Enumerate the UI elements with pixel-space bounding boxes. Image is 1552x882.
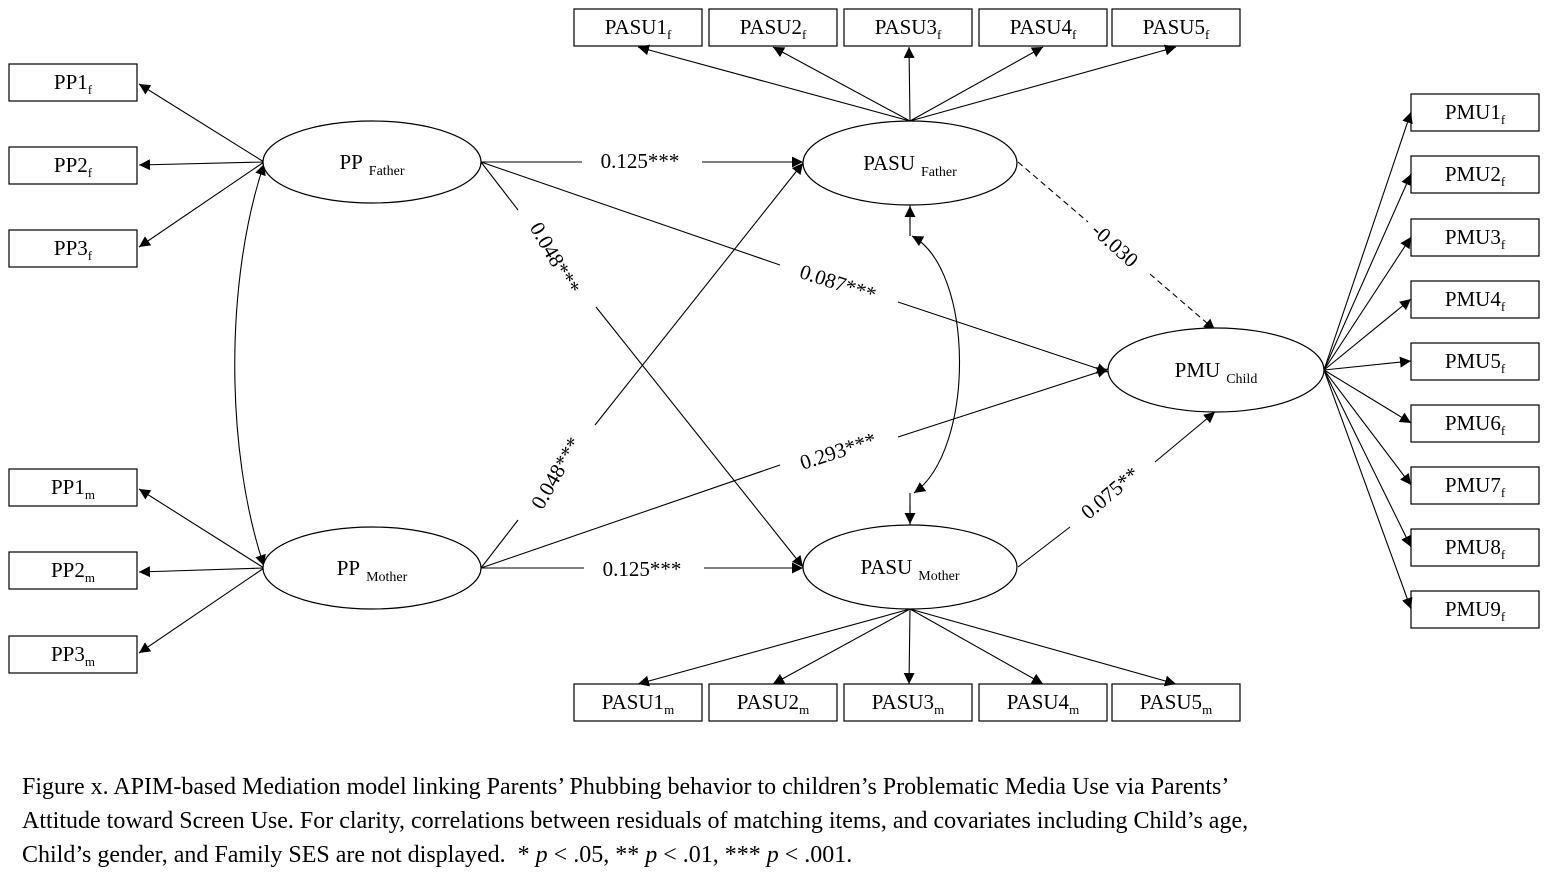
indicator-pmu7-f: PMU7f (1410, 466, 1540, 505)
indicator-pasu4-f: PASU4f (978, 8, 1108, 47)
svg-text:PP1m: PP1m (51, 475, 95, 502)
latent-pp-mother: PP Mother (262, 526, 482, 610)
path-pasuf-pmu (1017, 161, 1216, 331)
indicator-pmu1-f: PMU1f (1410, 93, 1540, 132)
latent-pasu-father: PASU Father (802, 120, 1018, 206)
coef-pasum-pmu: 0.075** (1076, 462, 1144, 524)
indicator-pmu3-f: PMU3f (1410, 218, 1540, 257)
indicator-pmu9-f: PMU9f (1410, 590, 1540, 629)
caption-line-2: Attitude toward Screen Use. For clarity,… (22, 808, 1249, 834)
svg-text:PMU6f: PMU6f (1445, 411, 1506, 438)
sig-note-3-p: p (766, 842, 779, 868)
indicator-pp3-f: PP3f (8, 229, 138, 268)
indicator-pasu4-m: PASU4m (978, 683, 1108, 722)
indicator-pp2-m: PP2m (8, 551, 138, 590)
path-ppm-pmu (480, 367, 1109, 569)
path-ppm-pasuf (480, 162, 804, 569)
coef-ppm-pmu: 0.293*** (797, 427, 879, 474)
loading-arrows-pmu-child (1323, 111, 1413, 610)
indicator-pasu5-m: PASU5m (1111, 683, 1241, 722)
svg-text:PP1f: PP1f (54, 70, 93, 97)
covariance-pp-father-mother (234, 163, 266, 567)
indicator-pp2-f: PP2f (8, 146, 138, 185)
path-ppf-pmu (480, 161, 1109, 374)
svg-text:PMU7f: PMU7f (1445, 473, 1506, 500)
sig-note-3-star: *** (724, 842, 767, 868)
apim-path-diagram: PP1f PP2f PP3f PP1m PP2m PP3m PASU1f PAS… (8, 8, 1540, 722)
indicator-pp1-m: PP1m (8, 468, 138, 507)
path-ppf-pasum (480, 161, 804, 568)
latent-pasu-mother: PASU Mother (802, 524, 1018, 610)
loading-arrows-pp-mother (138, 488, 265, 654)
loading-arrows-pp-father (138, 83, 265, 248)
sig-note-3-rest: < .001. (778, 842, 853, 868)
indicator-pmu2-f: PMU2f (1410, 155, 1540, 194)
sig-note-1-p: p (535, 842, 548, 868)
path-pasum-pmu (1017, 411, 1216, 568)
svg-text:PASU5f: PASU5f (1143, 15, 1210, 42)
indicator-pasu3-f: PASU3f (843, 8, 973, 47)
coef-ppf-pasum: 0.048*** (525, 218, 585, 298)
indicator-pasu1-m: PASU1m (573, 683, 703, 722)
sig-note-2-star: ** (615, 842, 646, 868)
svg-text:PP3f: PP3f (54, 236, 93, 263)
coef-ppm-pasuf: 0.048*** (526, 433, 586, 513)
svg-text:PASU1m: PASU1m (602, 690, 674, 717)
svg-text:PMU9f: PMU9f (1445, 597, 1506, 624)
loading-arrows-pasu-mother (637, 608, 1177, 687)
svg-text:PASU2f: PASU2f (740, 15, 807, 42)
coef-pasuf-pmu: -0.030 (1087, 218, 1143, 272)
indicator-pp1-f: PP1f (8, 63, 138, 102)
indicator-pasu1-f: PASU1f (573, 8, 703, 47)
coef-ppf-pmu: 0.087*** (797, 259, 879, 306)
latent-pmu-child: PMU Child (1107, 327, 1325, 413)
coef-ppf-pasuf: 0.125*** (601, 149, 680, 173)
svg-text:PASU4m: PASU4m (1007, 690, 1079, 717)
svg-text:PMU8f: PMU8f (1445, 535, 1506, 562)
latent-pp-father: PP Father (262, 120, 482, 204)
svg-text:PMU1f: PMU1f (1445, 100, 1506, 127)
svg-text:PP3m: PP3m (51, 642, 95, 669)
indicator-pp3-m: PP3m (8, 635, 138, 674)
caption-line-3: Child’s gender, and Family SES are not d… (22, 838, 1522, 872)
svg-text:PMU2f: PMU2f (1445, 162, 1506, 189)
sig-note-2-p: p (645, 842, 658, 868)
sig-note-1-star: * (517, 842, 536, 868)
indicator-pasu3-m: PASU3m (843, 683, 973, 722)
svg-text:PP2m: PP2m (51, 558, 95, 585)
indicator-pasu2-f: PASU2f (708, 8, 838, 47)
indicator-pmu5-f: PMU5f (1410, 342, 1540, 381)
svg-text:PMU5f: PMU5f (1445, 349, 1506, 376)
indicator-pmu6-f: PMU6f (1410, 404, 1540, 443)
sig-note-2-rest: < .01, (657, 842, 725, 868)
loading-arrows-pasu-father (637, 44, 1177, 122)
indicator-pasu5-f: PASU5f (1111, 8, 1241, 47)
svg-text:PASU3f: PASU3f (875, 15, 942, 42)
covariance-pasu-father-mother (911, 235, 960, 494)
svg-text:PMU4f: PMU4f (1445, 287, 1506, 314)
caption-line-3-text: Child’s gender, and Family SES are not d… (22, 842, 518, 868)
caption-line-1: Figure x. APIM-based Mediation model lin… (22, 774, 1230, 800)
indicator-pmu4-f: PMU4f (1410, 280, 1540, 319)
svg-text:PASU3m: PASU3m (872, 690, 944, 717)
svg-text:PASU2m: PASU2m (737, 690, 809, 717)
svg-text:PASU5m: PASU5m (1140, 690, 1212, 717)
svg-text:PMU3f: PMU3f (1445, 225, 1506, 252)
indicator-pasu2-m: PASU2m (708, 683, 838, 722)
figure-caption: Figure x. APIM-based Mediation model lin… (22, 770, 1522, 872)
coef-ppm-pasum: 0.125*** (603, 557, 682, 581)
svg-text:PP2f: PP2f (54, 153, 93, 180)
sig-note-1-rest: < .05, (547, 842, 616, 868)
svg-text:PASU4f: PASU4f (1010, 15, 1077, 42)
indicator-pmu8-f: PMU8f (1410, 528, 1540, 567)
svg-text:PASU1f: PASU1f (605, 15, 672, 42)
